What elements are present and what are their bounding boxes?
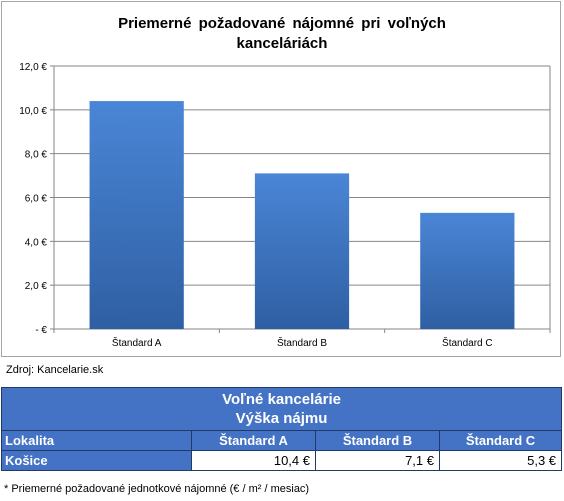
footnote: * Priemerné požadované jednotkové nájomn…: [4, 483, 310, 495]
y-tick-label: 2,0 €: [25, 281, 48, 292]
column-header-standard-c: Štandard C: [438, 430, 563, 451]
cell-standard-c: 5,3 €: [438, 450, 563, 471]
column-header-lokalita: Lokalita: [1, 430, 192, 451]
y-tick-label: 8,0 €: [25, 150, 48, 161]
table-title: Voľné kancelárie Výška nájmu: [0, 387, 563, 431]
cell-standard-b: 7,1 €: [315, 450, 440, 471]
x-tick-label: Štandard B: [277, 336, 327, 349]
y-tick-label: 10,0 €: [19, 106, 47, 117]
y-tick-label: 6,0 €: [25, 194, 48, 205]
y-tick-label: - €: [35, 325, 47, 336]
row-label-kosice: Košice: [1, 450, 192, 471]
cell-standard-a: 10,4 €: [191, 450, 316, 471]
table-title-line-2: Výška nájmu: [235, 410, 328, 427]
chart-frame: Priemerné požadované nájomné pri voľných…: [1, 1, 561, 357]
table-header-row: Lokalita Štandard A Štandard B Štandard …: [1, 430, 563, 451]
bar-štandard-a: [89, 101, 184, 329]
table-title-row: Voľné kancelárie Výška nájmu: [0, 387, 563, 431]
table-title-line-1: Voľné kancelárie: [222, 391, 341, 408]
chart-title: Priemerné požadované nájomné pri voľných…: [2, 14, 562, 54]
bar-štandard-c: [420, 212, 515, 329]
source-note: Zdroj: Kancelarie.sk: [6, 364, 104, 376]
column-header-standard-a: Štandard A: [191, 430, 316, 451]
chart-title-line-2: kanceláriách: [236, 35, 328, 52]
x-tick-label: Štandard C: [442, 336, 493, 349]
x-tick-label: Štandard A: [112, 336, 162, 349]
bar-štandard-b: [254, 173, 350, 329]
y-tick-label: 12,0 €: [19, 62, 47, 73]
table-row: Košice 10,4 € 7,1 € 5,3 €: [1, 450, 563, 471]
column-header-standard-b: Štandard B: [315, 430, 440, 451]
y-tick-label: 4,0 €: [25, 237, 48, 248]
bar-chart: - € 2,0 € 4,0 € 6,0 € 8,0 € 10,0 € 12,0 € Štand…: [19, 62, 551, 349]
rent-table: Voľné kancelárie Výška nájmu Lokalita Št…: [0, 387, 563, 471]
chart-title-line-1: Priemerné požadované nájomné pri voľných: [118, 15, 446, 32]
